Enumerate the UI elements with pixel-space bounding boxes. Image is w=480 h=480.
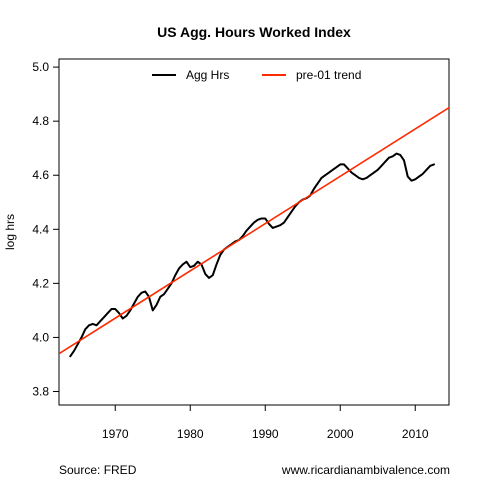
y-tick-label: 5.0 [32,60,49,74]
x-tick-label: 2010 [402,427,429,441]
series-line-pre-01-trend [59,106,449,355]
legend-label: Agg Hrs [186,68,229,82]
x-tick-label: 1990 [252,427,279,441]
chart-title: US Agg. Hours Worked Index [157,24,351,40]
y-axis: 3.8 4.0 4.2 4.4 4.6 4.8 5.0 [32,60,59,398]
x-tick-label: 1980 [177,427,204,441]
series-layer [59,106,449,358]
website-credit: www.ricardianambivalence.com [281,463,450,477]
y-tick-label: 4.8 [32,114,49,128]
x-tick-label: 2000 [327,427,354,441]
x-tick-label: 1970 [102,427,129,441]
y-tick-label: 4.2 [32,276,49,290]
y-axis-label: log hrs [3,214,17,250]
x-axis: 1970 1980 1990 2000 2010 [102,405,429,441]
series-line-agg-hrs [69,152,435,358]
y-tick-label: 4.0 [32,330,49,344]
legend-label: pre-01 trend [296,68,361,82]
source-note: Source: FRED [59,463,137,477]
plot-frame [58,58,450,406]
y-tick-label: 4.6 [32,168,49,182]
y-tick-label: 3.8 [32,384,49,398]
y-tick-label: 4.4 [32,222,49,236]
legend: Agg Hrs pre-01 trend [152,68,361,82]
